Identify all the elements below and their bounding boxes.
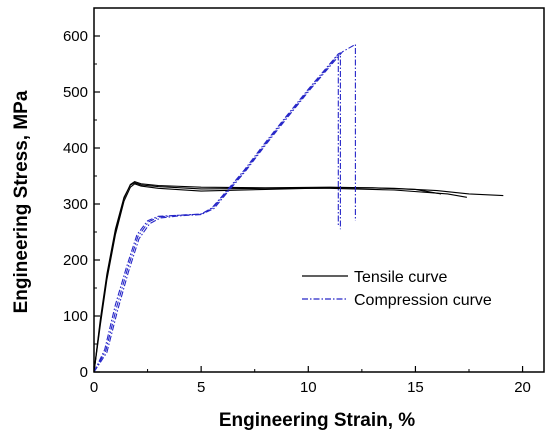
legend-label-compression: Compression curve [354, 292, 492, 309]
series-0-curve-2 [93, 182, 467, 373]
y-tick-label: 100 [63, 308, 88, 325]
x-tick-label: 0 [90, 379, 98, 396]
x-tick-label: 20 [514, 379, 531, 396]
series-1-curve-2 [93, 54, 339, 373]
y-tick-label: 300 [63, 196, 88, 213]
series-1-curve-1 [93, 43, 356, 373]
y-tick-label: 0 [80, 364, 88, 381]
legend: Tensile curve Compression curve [302, 269, 492, 309]
legend-label-tensile: Tensile curve [354, 269, 447, 286]
x-tick-label: 5 [197, 379, 205, 396]
y-axis-title: Engineering Stress, MPa [11, 90, 32, 313]
y-tick-label: 600 [63, 28, 88, 45]
plot-area [93, 43, 504, 373]
x-tick-label: 15 [407, 379, 424, 396]
y-tick-label: 500 [63, 84, 88, 101]
series-1-curve-0 [93, 52, 341, 373]
series-0-curve-1 [93, 183, 442, 373]
plot-frame [93, 7, 545, 373]
y-tick-label: 400 [63, 140, 88, 157]
x-tick-label: 10 [300, 379, 317, 396]
x-axis-title: Engineering Strain, % [219, 410, 415, 431]
y-tick-label: 200 [63, 252, 88, 269]
